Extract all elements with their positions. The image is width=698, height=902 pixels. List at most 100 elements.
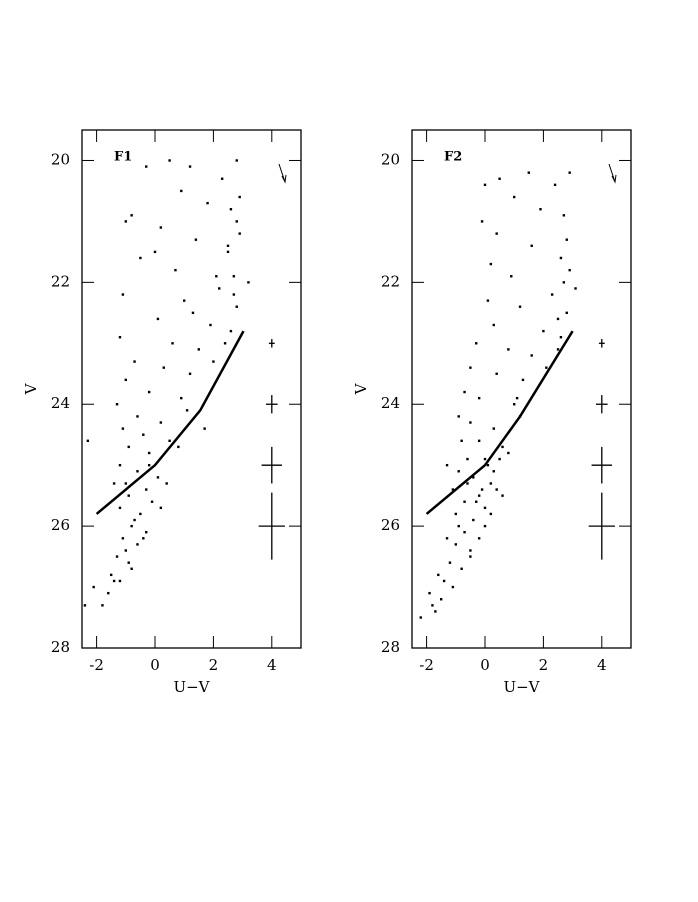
star-point xyxy=(495,232,498,235)
star-point xyxy=(550,293,554,296)
star-point xyxy=(565,311,568,315)
star-point xyxy=(86,439,90,442)
star-point xyxy=(232,275,236,278)
star-point xyxy=(489,512,493,516)
star-point xyxy=(539,208,542,211)
star-point xyxy=(159,226,163,229)
isochrone-line xyxy=(95,330,245,515)
star-point xyxy=(130,567,133,570)
star-point xyxy=(130,214,133,217)
x-tick-label: -2 xyxy=(419,656,434,674)
star-point xyxy=(145,488,148,491)
star-point xyxy=(124,482,127,485)
star-point xyxy=(498,457,501,461)
star-point xyxy=(492,470,495,473)
star-point xyxy=(247,281,250,284)
star-point xyxy=(451,585,455,589)
star-point xyxy=(445,537,449,540)
star-point xyxy=(463,500,466,503)
star-point xyxy=(191,311,195,315)
star-point xyxy=(501,494,504,497)
plot-frame xyxy=(81,129,302,649)
star-point xyxy=(223,342,227,345)
star-point xyxy=(226,250,230,254)
y-axis-label: V xyxy=(22,382,40,395)
star-point xyxy=(147,451,151,455)
star-point xyxy=(133,360,136,363)
star-point xyxy=(477,537,481,540)
star-point xyxy=(457,524,460,528)
star-point xyxy=(183,299,186,302)
star-point xyxy=(483,183,487,187)
star-point xyxy=(466,482,469,485)
star-point xyxy=(559,336,563,339)
star-point xyxy=(168,159,171,162)
x-tick-label: 0 xyxy=(150,656,160,674)
x-tick-label: -2 xyxy=(89,656,104,674)
star-point xyxy=(136,470,139,473)
star-point xyxy=(469,549,472,552)
star-point xyxy=(115,555,119,558)
star-point xyxy=(188,372,192,375)
star-point xyxy=(209,323,212,327)
star-point xyxy=(480,488,484,491)
star-point xyxy=(153,250,157,254)
star-point xyxy=(118,463,122,467)
star-point xyxy=(489,262,493,266)
y-tick-label: 26 xyxy=(381,516,400,534)
star-point xyxy=(139,512,142,516)
star-point xyxy=(229,208,233,211)
star-point xyxy=(437,573,440,577)
star-point xyxy=(206,201,209,205)
star-point xyxy=(451,488,455,491)
star-point xyxy=(215,275,218,278)
star-point xyxy=(238,195,241,199)
star-point xyxy=(124,378,127,382)
star-point xyxy=(477,494,481,497)
star-point xyxy=(133,518,136,522)
star-point xyxy=(454,543,457,546)
star-point xyxy=(121,427,125,430)
star-point xyxy=(489,482,493,485)
star-point xyxy=(542,329,545,333)
star-point xyxy=(197,348,200,351)
star-point xyxy=(480,220,484,223)
star-point xyxy=(118,579,122,583)
star-point xyxy=(139,256,142,260)
star-point xyxy=(162,366,165,369)
star-point xyxy=(477,439,481,442)
star-point xyxy=(235,220,238,223)
star-point xyxy=(492,427,495,430)
star-point xyxy=(448,561,452,564)
star-point xyxy=(460,439,463,442)
star-point xyxy=(177,445,180,449)
y-axis-label: V xyxy=(352,382,370,395)
star-point xyxy=(142,433,145,436)
star-point xyxy=(545,366,548,369)
star-point xyxy=(574,287,577,290)
star-point xyxy=(513,403,516,406)
y-tick-label: 20 xyxy=(381,150,400,168)
star-point xyxy=(121,537,125,540)
star-point xyxy=(185,409,189,412)
star-point xyxy=(203,427,206,430)
x-tick-label: 4 xyxy=(267,656,277,674)
star-point xyxy=(559,256,563,260)
star-point xyxy=(188,165,192,168)
star-point xyxy=(466,457,469,461)
star-point xyxy=(156,317,160,321)
star-point xyxy=(469,366,472,369)
reddening-arrow xyxy=(278,163,287,184)
star-point xyxy=(442,579,446,583)
star-point xyxy=(568,268,571,272)
y-tick-label: 22 xyxy=(51,272,70,290)
star-point xyxy=(147,463,151,467)
star-point xyxy=(469,555,472,558)
y-tick-label: 28 xyxy=(381,638,400,656)
star-point xyxy=(568,171,571,174)
star-point xyxy=(235,159,238,162)
star-point xyxy=(124,220,127,223)
star-point xyxy=(229,329,233,333)
star-point xyxy=(220,177,224,180)
star-point xyxy=(159,506,163,510)
